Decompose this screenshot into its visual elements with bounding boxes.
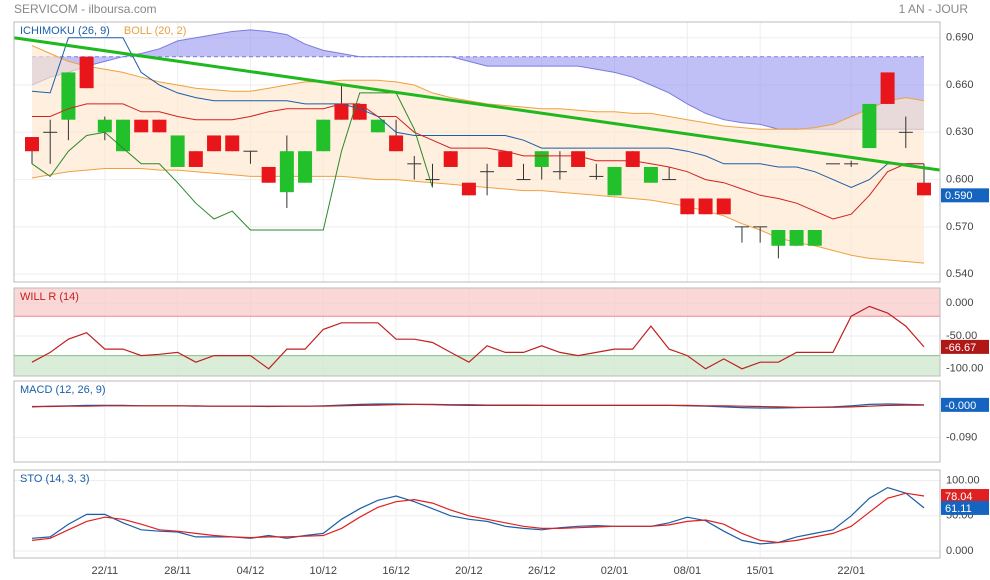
candle-body [25,137,39,152]
candle-body [607,166,622,196]
indicator-line [31,92,433,231]
candle-body [352,103,367,120]
band-line [31,29,924,130]
candle-body [461,182,476,196]
last-value-box [941,339,989,354]
candle-body [170,135,185,167]
x-tick-label: 22/01 [837,565,865,577]
last-value-box [941,188,989,203]
last-value-box [941,397,989,412]
candle-body [207,135,222,152]
y-tick-label: -0.090 [946,431,977,443]
chart-title: SERVICOM - ilboursa.com [14,2,156,16]
last-value-label: -66.67 [945,342,976,354]
x-tick-label: 26/12 [528,565,556,577]
candle-body [316,119,331,152]
candle-body [443,151,458,167]
y-tick-label: 0.660 [946,79,974,91]
last-value-box [941,489,989,504]
last-value-label: 78.04 [945,491,973,503]
candle-body [625,151,640,167]
candle-body [680,198,695,215]
x-tick-label: 20/12 [455,565,483,577]
panel-title: MACD (12, 26, 9) [20,384,106,396]
band-fill [32,29,924,130]
y-tick-label: 0.600 [946,173,974,185]
candle-body [134,119,149,133]
candle-body [862,103,877,149]
candle-body [188,151,203,167]
y-tick-label: 0.690 [946,32,974,44]
period: 1 AN - JOUR [899,2,969,16]
panel-title: WILL R (14) [20,291,79,303]
oversold-zone [13,355,941,377]
band-line [31,45,925,130]
candle-body [261,166,276,183]
indicator-line [31,492,925,544]
y-tick-label: 0.570 [946,221,974,233]
last-value-label: -0.000 [945,400,976,412]
candle-body [643,166,658,183]
candle-body [116,119,131,152]
legend-entry: ICHIMOKU (26, 9) [20,25,110,37]
y-tick-label: 0.000 [946,545,974,557]
x-tick-label: 28/11 [164,565,191,577]
candle-body [298,151,313,183]
y-tick-label: 0.540 [946,268,974,280]
candle-body [334,103,349,120]
overbought-zone [13,287,941,317]
candle-body [498,151,513,167]
candle-body [698,198,713,215]
last-value-label: 61.11 [945,503,972,515]
candle-body [716,198,731,215]
candle-body [225,135,240,152]
x-tick-label: 10/12 [309,565,337,577]
panel-frame [13,469,941,559]
x-tick-label: 16/12 [382,565,410,577]
candle-body [771,230,786,246]
y-tick-label: 100.00 [946,474,980,486]
indicator-line [31,37,924,189]
panel-title: STO (14, 3, 3) [20,473,90,485]
x-tick-label: 04/12 [237,565,265,577]
legend-entry: BOLL (20, 2) [124,25,187,37]
indicator-line [32,403,924,408]
y-tick-label: 0.000 [946,297,974,309]
candle-body [97,119,112,133]
indicator-line [32,103,924,220]
candle-body [370,119,385,133]
candle-body [61,72,76,120]
x-tick-label: 08/01 [674,565,702,577]
candle-body [279,151,294,193]
candle-body [917,182,931,196]
x-tick-label: 22/11 [91,565,118,577]
panel-frame [13,380,941,463]
y-tick-label: -50.00 [946,330,977,342]
candle-body [571,151,586,167]
x-tick-label: 02/01 [601,565,629,577]
trendline [13,36,941,172]
panel-frame [13,287,941,377]
candle-body [789,230,804,246]
last-value-box [941,500,989,515]
y-tick-label: -100.00 [946,363,983,375]
x-tick-label: 15/01 [746,565,774,577]
panel-frame [13,21,941,283]
candle-body [534,151,549,167]
candle-body [79,56,94,89]
last-value-label: 0.590 [945,190,973,202]
candle-body [807,230,822,246]
indicator-line [31,305,925,370]
y-tick-label: 0.630 [946,126,974,138]
candle-body [880,72,895,104]
candle-body [152,119,167,133]
candle-body [389,135,404,152]
